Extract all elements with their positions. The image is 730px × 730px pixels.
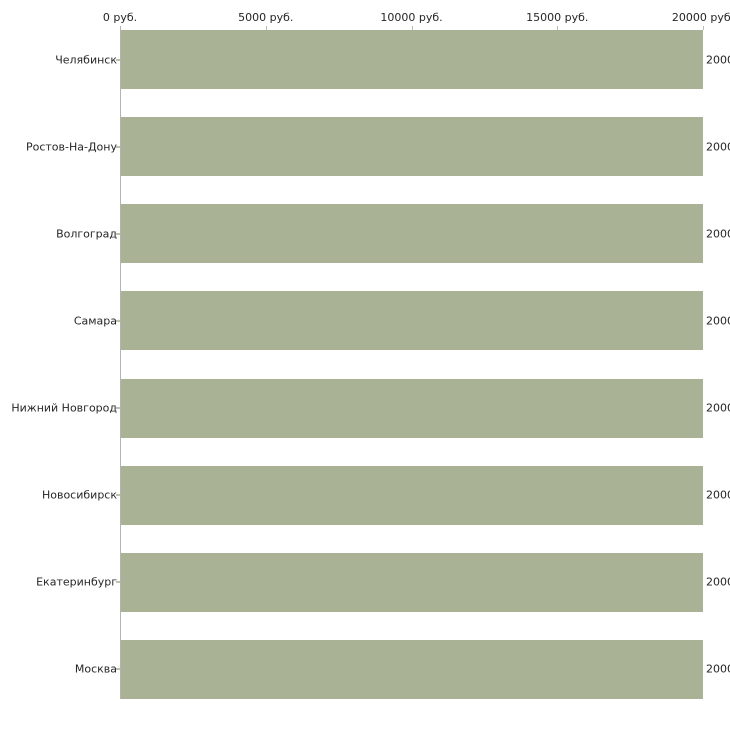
- category-label: Новосибирск: [41, 488, 117, 502]
- bar-track: [121, 291, 703, 351]
- bar-row: Самара 20000: [0, 291, 730, 351]
- category-tick-mark: [116, 319, 120, 322]
- bar-value-label: 20000: [706, 140, 730, 154]
- bar: [121, 204, 703, 264]
- x-tick-label: 20000 руб.: [671, 11, 730, 24]
- bar-value-label: 20000: [706, 488, 730, 502]
- category-tick-mark: [116, 58, 120, 61]
- bar: [121, 117, 703, 177]
- x-tick-label: 5000 руб.: [238, 11, 294, 24]
- x-tick-label: 15000 руб.: [526, 11, 589, 24]
- bar-row: Екатеринбург 20000: [0, 552, 730, 612]
- x-tick-mark: [411, 26, 413, 30]
- x-tick-mark: [557, 26, 559, 30]
- bar-row: Нижний Новгород 20000: [0, 378, 730, 438]
- bar-track: [121, 465, 703, 525]
- bar-value-label: 20000: [706, 53, 730, 66]
- category-label: Челябинск: [55, 53, 117, 66]
- plot-area: Челябинск 20000 Ростов-На-Дону 20000 Вол…: [0, 30, 730, 699]
- category-label: Нижний Новгород: [11, 401, 117, 415]
- x-tick-mark: [703, 26, 704, 30]
- category-tick-mark: [116, 232, 120, 235]
- bar-row: Ростов-На-Дону 20000: [0, 117, 730, 177]
- category-tick-mark: [116, 668, 120, 671]
- bar: [121, 465, 703, 525]
- x-axis: 0 руб. 5000 руб. 10000 руб. 15000 руб. 2…: [103, 11, 730, 25]
- bar-track: [121, 117, 703, 177]
- y-axis-line: [120, 26, 121, 699]
- bar: [121, 552, 703, 612]
- category-label: Волгоград: [56, 227, 117, 241]
- bar-track: [121, 639, 703, 699]
- x-tick-mark: [265, 26, 267, 30]
- category-label: Самара: [73, 314, 117, 328]
- bar-row: Челябинск 20000: [0, 30, 730, 89]
- bar-value-label: 20000: [706, 575, 730, 589]
- category-tick-mark: [116, 494, 120, 497]
- bar-value-label: 20000: [706, 314, 730, 328]
- category-tick-mark: [116, 581, 120, 584]
- bar-track: [121, 378, 703, 438]
- bar-value-label: 20000: [706, 401, 730, 415]
- bar-row: Москва 20000: [0, 639, 730, 699]
- bar: [121, 378, 703, 438]
- x-tick-label: 10000 руб.: [380, 11, 443, 24]
- bar-value-label: 20000: [706, 662, 730, 676]
- category-tick-mark: [116, 145, 120, 148]
- bar-track: [121, 204, 703, 264]
- category-label: Москва: [74, 662, 117, 676]
- bar-track: [121, 30, 703, 89]
- category-label: Ростов-На-Дону: [25, 140, 117, 154]
- bar-track: [121, 552, 703, 612]
- bar: [121, 639, 703, 699]
- bar-value-label: 20000: [706, 227, 730, 241]
- bar: [121, 291, 703, 351]
- category-label: Екатеринбург: [36, 575, 117, 589]
- bar-row: Волгоград 20000: [0, 204, 730, 264]
- bar-row: Новосибирск 20000: [0, 465, 730, 525]
- bar: [121, 30, 703, 89]
- x-tick-label: 0 руб.: [102, 11, 138, 24]
- category-tick-mark: [116, 407, 120, 410]
